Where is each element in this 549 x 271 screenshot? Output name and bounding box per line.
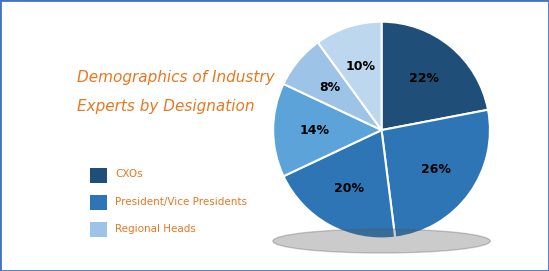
Text: CXOs: CXOs (115, 169, 143, 179)
Text: 20%: 20% (334, 182, 364, 195)
Text: 10%: 10% (346, 60, 376, 73)
Wedge shape (273, 84, 382, 176)
Ellipse shape (273, 229, 490, 253)
Text: Demographics of Industry: Demographics of Industry (77, 70, 274, 85)
Wedge shape (382, 22, 488, 130)
Text: President/Vice Presidents: President/Vice Presidents (115, 196, 248, 207)
FancyBboxPatch shape (90, 168, 107, 183)
Wedge shape (283, 42, 382, 130)
Wedge shape (318, 22, 382, 130)
Text: Experts by Designation: Experts by Designation (77, 99, 255, 114)
Text: 8%: 8% (319, 81, 340, 94)
Wedge shape (382, 110, 490, 238)
Text: 22%: 22% (410, 72, 439, 85)
Text: 26%: 26% (421, 163, 451, 176)
FancyBboxPatch shape (90, 222, 107, 237)
FancyBboxPatch shape (90, 195, 107, 210)
Text: Regional Heads: Regional Heads (115, 224, 197, 234)
Text: 14%: 14% (299, 124, 329, 137)
Wedge shape (283, 130, 395, 238)
